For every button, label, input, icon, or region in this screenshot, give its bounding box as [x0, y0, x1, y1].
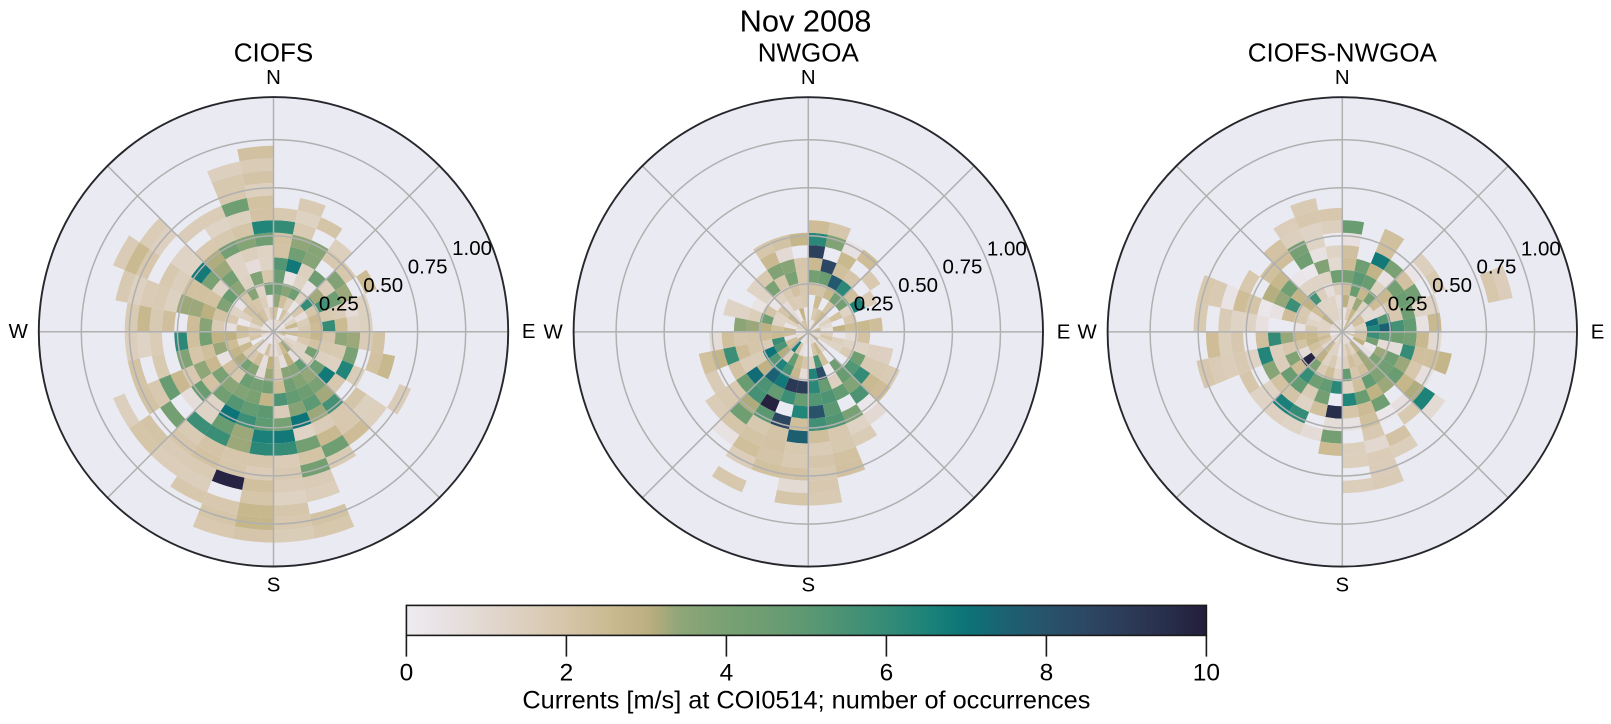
svg-text:S: S: [1335, 575, 1349, 597]
svg-text:N: N: [1335, 67, 1350, 89]
svg-text:0.50: 0.50: [898, 274, 938, 297]
svg-text:8: 8: [1040, 660, 1054, 687]
svg-text:0: 0: [400, 660, 414, 687]
svg-text:0.25: 0.25: [854, 293, 894, 316]
svg-text:0.25: 0.25: [319, 292, 359, 315]
svg-text:1.00: 1.00: [452, 237, 492, 260]
svg-text:E: E: [1591, 321, 1605, 343]
svg-text:S: S: [267, 575, 281, 597]
svg-text:W: W: [543, 321, 563, 343]
svg-text:0.75: 0.75: [943, 256, 983, 279]
svg-text:10: 10: [1193, 660, 1220, 687]
svg-text:E: E: [1057, 321, 1071, 343]
svg-text:4: 4: [720, 660, 734, 687]
svg-text:N: N: [801, 67, 816, 89]
svg-text:1.00: 1.00: [1521, 237, 1561, 260]
svg-text:W: W: [1077, 321, 1097, 343]
svg-text:CIOFS: CIOFS: [234, 37, 313, 67]
svg-text:Nov 2008: Nov 2008: [740, 4, 872, 39]
svg-text:S: S: [801, 575, 815, 597]
svg-text:E: E: [522, 321, 536, 343]
svg-text:NWGOA: NWGOA: [758, 37, 860, 67]
svg-text:2: 2: [560, 660, 574, 687]
svg-text:0.25: 0.25: [1388, 293, 1428, 316]
svg-text:0.50: 0.50: [1432, 274, 1472, 297]
svg-text:N: N: [266, 67, 281, 89]
svg-text:6: 6: [880, 660, 894, 687]
svg-text:0.75: 0.75: [1477, 256, 1517, 279]
svg-text:1.00: 1.00: [987, 237, 1027, 260]
svg-text:Currents [m/s] at COI0514; num: Currents [m/s] at COI0514; number of occ…: [522, 686, 1090, 714]
svg-text:0.50: 0.50: [363, 274, 403, 297]
svg-text:0.75: 0.75: [408, 256, 448, 279]
svg-text:CIOFS-NWGOA: CIOFS-NWGOA: [1248, 37, 1438, 67]
svg-text:W: W: [9, 321, 29, 343]
